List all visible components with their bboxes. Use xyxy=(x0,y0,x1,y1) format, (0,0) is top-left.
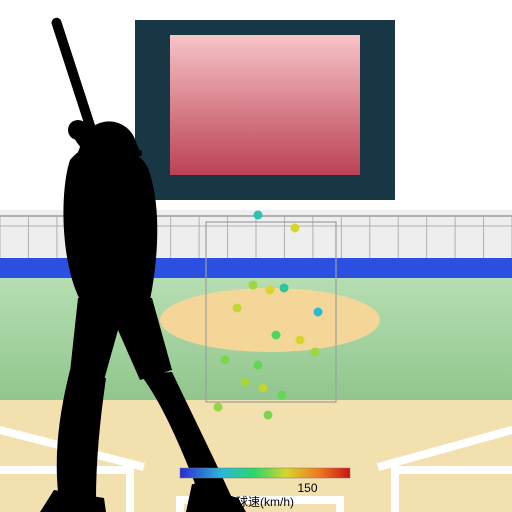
pitchers-mound xyxy=(160,288,380,352)
pitch-marker xyxy=(221,356,230,365)
pitch-marker xyxy=(241,378,250,387)
scoreboard-screen xyxy=(170,35,360,175)
pitch-marker xyxy=(296,336,305,345)
pitch-marker xyxy=(280,284,289,293)
pitch-marker xyxy=(259,384,268,393)
pitch-marker xyxy=(278,391,287,400)
pitch-marker xyxy=(264,411,273,420)
pitch-location-chart: 100 150球速(km/h) xyxy=(0,0,512,512)
pitch-marker xyxy=(311,348,320,357)
pitch-marker xyxy=(214,403,223,412)
pitch-marker xyxy=(314,308,323,317)
legend-colorbar xyxy=(180,468,350,478)
legend-title: 球速(km/h) xyxy=(236,495,294,509)
pitch-marker xyxy=(249,281,258,290)
legend-tick: 100 xyxy=(191,481,211,495)
pitch-marker xyxy=(266,286,275,295)
pitch-marker xyxy=(272,331,281,340)
pitch-marker xyxy=(254,361,263,370)
pitch-marker xyxy=(233,304,242,313)
legend-tick: 150 xyxy=(297,481,317,495)
pitch-marker xyxy=(291,224,300,233)
pitch-marker xyxy=(254,211,263,220)
